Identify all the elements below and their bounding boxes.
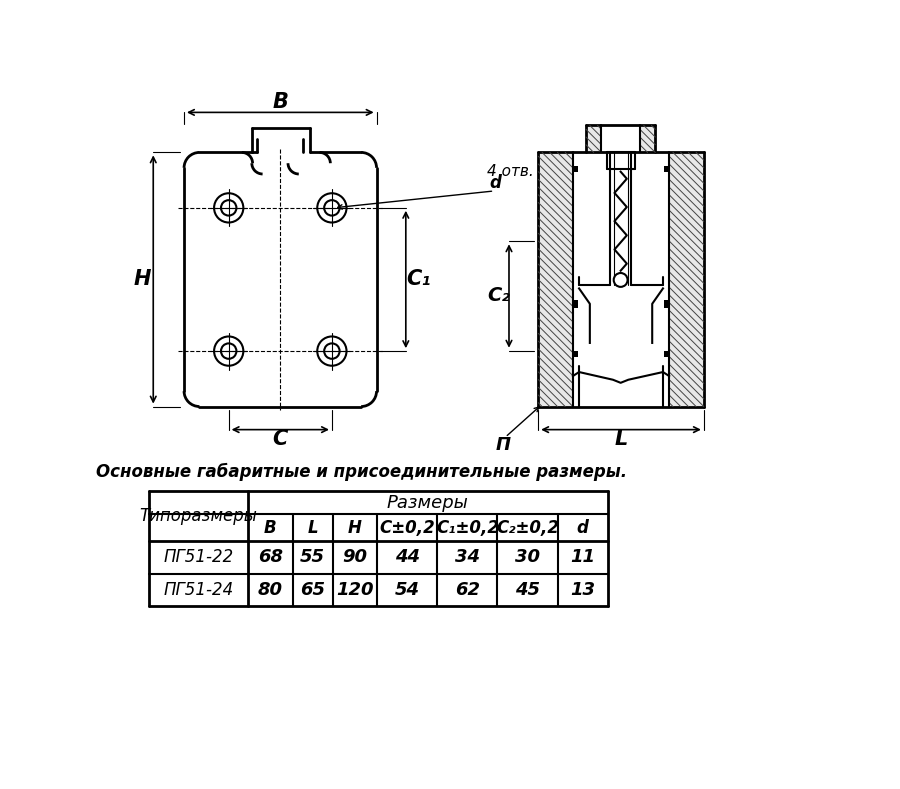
Text: d: d (489, 174, 500, 193)
Text: C₁: C₁ (406, 270, 430, 290)
Bar (573, 350, 579, 357)
Text: B: B (273, 92, 288, 111)
Text: Размеры: Размеры (387, 494, 469, 512)
Text: 68: 68 (257, 548, 283, 567)
Text: 13: 13 (570, 581, 595, 599)
Polygon shape (538, 152, 573, 406)
Text: C±0,2: C±0,2 (380, 519, 436, 537)
Text: 30: 30 (515, 548, 540, 567)
Text: C₁±0,2: C₁±0,2 (436, 519, 499, 537)
Text: C₂±0,2: C₂±0,2 (496, 519, 559, 537)
Text: П: П (496, 436, 511, 454)
Text: 80: 80 (257, 581, 283, 599)
Bar (664, 350, 669, 357)
Text: 4 отв.: 4 отв. (487, 164, 534, 179)
Circle shape (614, 273, 627, 287)
Text: d: d (577, 519, 589, 537)
Text: 11: 11 (570, 548, 595, 567)
Text: 34: 34 (454, 548, 480, 567)
Text: L: L (307, 519, 318, 537)
Text: 54: 54 (395, 581, 419, 599)
Bar (573, 300, 579, 308)
Text: L: L (615, 429, 627, 449)
Text: ПГ51-22: ПГ51-22 (164, 548, 234, 567)
Text: Основные габаритные и присоединительные размеры.: Основные габаритные и присоединительные … (95, 463, 626, 481)
Bar (573, 166, 579, 173)
Text: Типоразмеры: Типоразмеры (140, 507, 257, 525)
Text: 55: 55 (300, 548, 325, 567)
Bar (664, 300, 669, 308)
Text: 120: 120 (337, 581, 374, 599)
Text: ПГ51-24: ПГ51-24 (164, 581, 234, 599)
Text: 90: 90 (343, 548, 367, 567)
Polygon shape (586, 125, 601, 152)
Text: 45: 45 (515, 581, 540, 599)
Text: H: H (348, 519, 362, 537)
Text: H: H (134, 270, 151, 290)
Polygon shape (669, 152, 704, 406)
Polygon shape (640, 125, 655, 152)
Text: 65: 65 (300, 581, 325, 599)
Bar (664, 166, 669, 173)
Text: 62: 62 (454, 581, 480, 599)
Text: B: B (264, 519, 276, 537)
Text: C: C (273, 429, 288, 449)
Text: 44: 44 (395, 548, 419, 567)
Text: C₂: C₂ (487, 286, 509, 305)
